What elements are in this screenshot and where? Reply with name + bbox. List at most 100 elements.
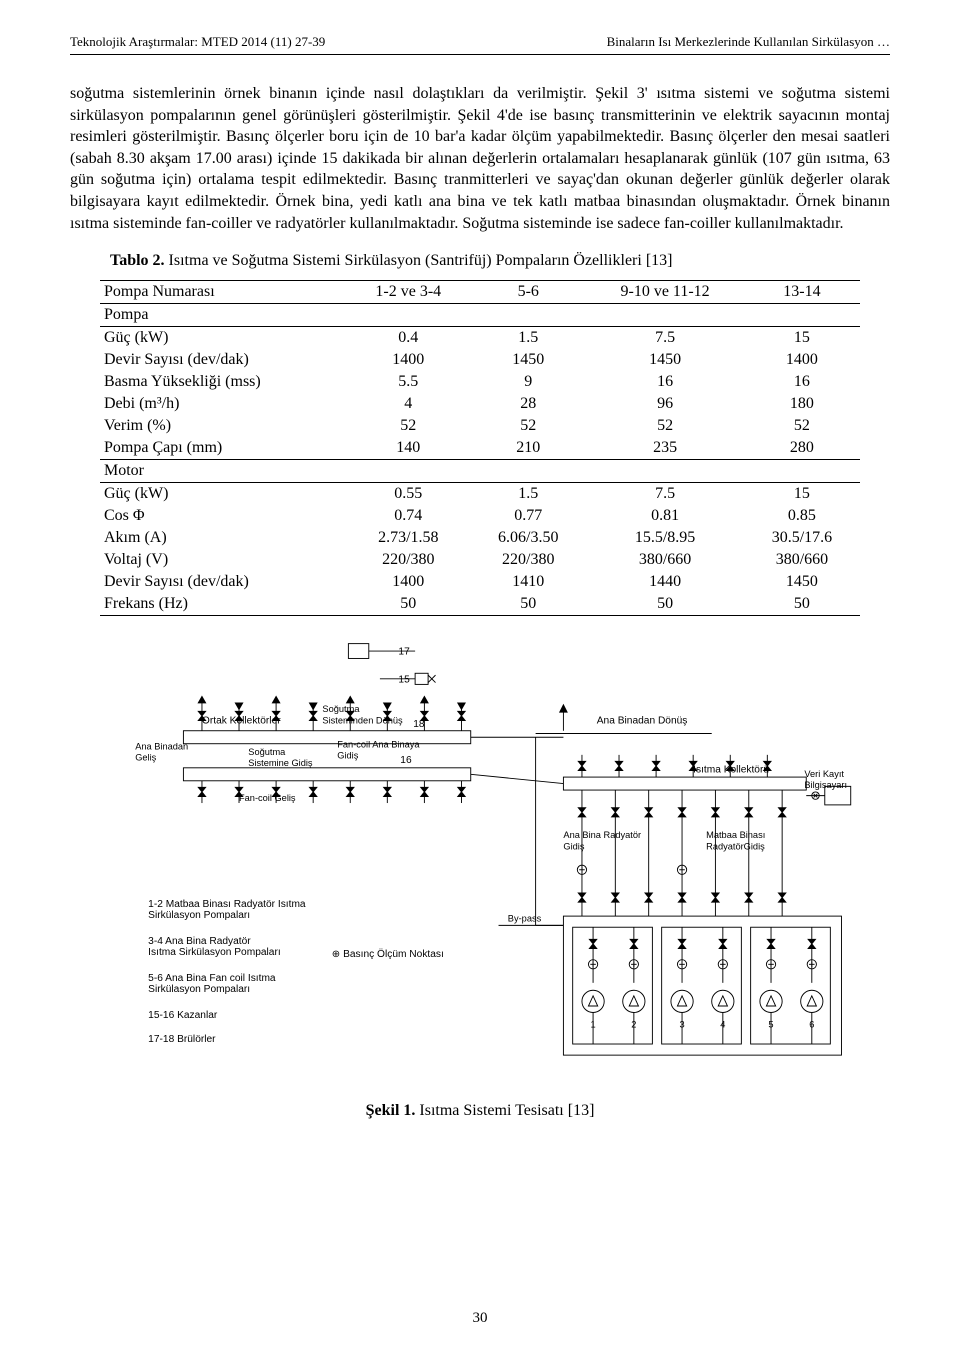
cell: 15 (744, 327, 860, 350)
cell: 2.73/1.58 (346, 527, 470, 549)
svg-text:18: 18 (413, 719, 425, 730)
figure-caption-text: Isıtma Sistemi Tesisatı [13] (419, 1102, 594, 1119)
header-right: Binaların Isı Merkezlerinde Kullanılan S… (607, 34, 890, 50)
svg-text:15: 15 (398, 675, 410, 686)
col-header: 1-2 ve 3-4 (346, 281, 470, 304)
section-label: Pompa (100, 304, 860, 327)
cell: 1.5 (470, 327, 586, 350)
table-row: Verim (%)52525252 (100, 415, 860, 437)
row-label: Pompa Çapı (mm) (100, 437, 346, 460)
svg-text:Ortak Kollektörler: Ortak Kollektörler (202, 715, 281, 726)
cell: 1410 (470, 571, 586, 593)
cell: 50 (470, 593, 586, 616)
cell: 140 (346, 437, 470, 460)
cell: 1450 (744, 571, 860, 593)
cell: 0.85 (744, 505, 860, 527)
cell: 16 (744, 371, 860, 393)
svg-text:By-pass: By-pass (508, 914, 542, 924)
header-rule (70, 54, 890, 55)
cell: 210 (470, 437, 586, 460)
row-label: Debi (m³/h) (100, 393, 346, 415)
svg-text:15-16 Kazanlar: 15-16 Kazanlar (148, 1010, 218, 1021)
cell: 9 (470, 371, 586, 393)
table-row: Frekans (Hz)50505050 (100, 593, 860, 616)
cell: 0.77 (470, 505, 586, 527)
figure-caption: Şekil 1. Isıtma Sistemi Tesisatı [13] (70, 1102, 890, 1120)
cell: 180 (744, 393, 860, 415)
cell: 1450 (470, 349, 586, 371)
row-label: Güç (kW) (100, 483, 346, 506)
cell: 52 (586, 415, 744, 437)
cell: 380/660 (744, 549, 860, 571)
heating-system-diagram: 17 15 18 16 (100, 638, 860, 1083)
cell: 0.74 (346, 505, 470, 527)
col-header: Pompa Numarası (100, 281, 346, 304)
row-label: Akım (A) (100, 527, 346, 549)
svg-text:Ana Binadan Dönüş: Ana Binadan Dönüş (597, 715, 688, 726)
cell: 1400 (744, 349, 860, 371)
svg-text:Veri KayıtBilgisayarı: Veri KayıtBilgisayarı (804, 769, 847, 790)
col-header: 9-10 ve 11-12 (586, 281, 744, 304)
svg-text:17-18 Brülörler: 17-18 Brülörler (148, 1034, 216, 1045)
row-label: Frekans (Hz) (100, 593, 346, 616)
table-row: Devir Sayısı (dev/dak)1400145014501400 (100, 349, 860, 371)
cell: 280 (744, 437, 860, 460)
cell: 7.5 (586, 327, 744, 350)
svg-text:⊕ Basınç Ölçüm Noktası: ⊕ Basınç Ölçüm Noktası (332, 948, 444, 960)
svg-text:16: 16 (400, 755, 412, 766)
svg-text:Matbaa BinasıRadyatörGidiş: Matbaa BinasıRadyatörGidiş (706, 830, 765, 851)
row-label: Devir Sayısı (dev/dak) (100, 349, 346, 371)
cell: 1400 (346, 571, 470, 593)
cell: 220/380 (346, 549, 470, 571)
cell: 30.5/17.6 (744, 527, 860, 549)
page-number: 30 (0, 1310, 960, 1327)
table-caption: Tablo 2. Isıtma ve Soğutma Sistemi Sirkü… (110, 252, 890, 270)
row-label: Güç (kW) (100, 327, 346, 350)
cell: 50 (346, 593, 470, 616)
cell: 1450 (586, 349, 744, 371)
cell: 220/380 (470, 549, 586, 571)
table-caption-text: Isıtma ve Soğutma Sistemi Sirkülasyon (S… (169, 252, 673, 269)
cell: 52 (744, 415, 860, 437)
cell: 50 (586, 593, 744, 616)
cell: 4 (346, 393, 470, 415)
cell: 1440 (586, 571, 744, 593)
section-label: Motor (100, 460, 860, 483)
section-row-motor: Motor (100, 460, 860, 483)
table-row: Debi (m³/h)42896180 (100, 393, 860, 415)
table-row: Güç (kW)0.551.57.515 (100, 483, 860, 506)
figure-caption-label: Şekil 1. (366, 1102, 416, 1119)
svg-text:Fan-coil Geliş: Fan-coil Geliş (239, 793, 296, 803)
cell: 28 (470, 393, 586, 415)
cell: 15.5/8.95 (586, 527, 744, 549)
pump-properties-table: Pompa Numarası 1-2 ve 3-4 5-6 9-10 ve 11… (100, 280, 860, 616)
body-paragraph: soğutma sistemlerinin örnek binanın için… (70, 83, 890, 234)
svg-text:Isıtma Kollektörü: Isıtma Kollektörü (693, 765, 769, 776)
cell: 380/660 (586, 549, 744, 571)
table-row: Devir Sayısı (dev/dak)1400141014401450 (100, 571, 860, 593)
section-row-pompa: Pompa (100, 304, 860, 327)
table-header-row: Pompa Numarası 1-2 ve 3-4 5-6 9-10 ve 11… (100, 281, 860, 304)
cell: 0.4 (346, 327, 470, 350)
cell: 52 (470, 415, 586, 437)
table-row: Cos Φ0.740.770.810.85 (100, 505, 860, 527)
cell: 1400 (346, 349, 470, 371)
row-label: Voltaj (V) (100, 549, 346, 571)
col-header: 13-14 (744, 281, 860, 304)
page: Teknolojik Araştırmalar: MTED 2014 (11) … (0, 0, 960, 1345)
table-row: Pompa Çapı (mm)140210235280 (100, 437, 860, 460)
cell: 0.81 (586, 505, 744, 527)
cell: 6.06/3.50 (470, 527, 586, 549)
cell: 52 (346, 415, 470, 437)
cell: 235 (586, 437, 744, 460)
cell: 7.5 (586, 483, 744, 506)
header-left: Teknolojik Araştırmalar: MTED 2014 (11) … (70, 34, 325, 50)
row-label: Verim (%) (100, 415, 346, 437)
row-label: Cos Φ (100, 505, 346, 527)
table-row: Basma Yüksekliği (mss)5.591616 (100, 371, 860, 393)
table-row: Güç (kW)0.41.57.515 (100, 327, 860, 350)
cell: 50 (744, 593, 860, 616)
figure-diagram: 17 15 18 16 (70, 638, 890, 1088)
table-row: Akım (A)2.73/1.586.06/3.5015.5/8.9530.5/… (100, 527, 860, 549)
svg-text:17: 17 (398, 647, 410, 658)
